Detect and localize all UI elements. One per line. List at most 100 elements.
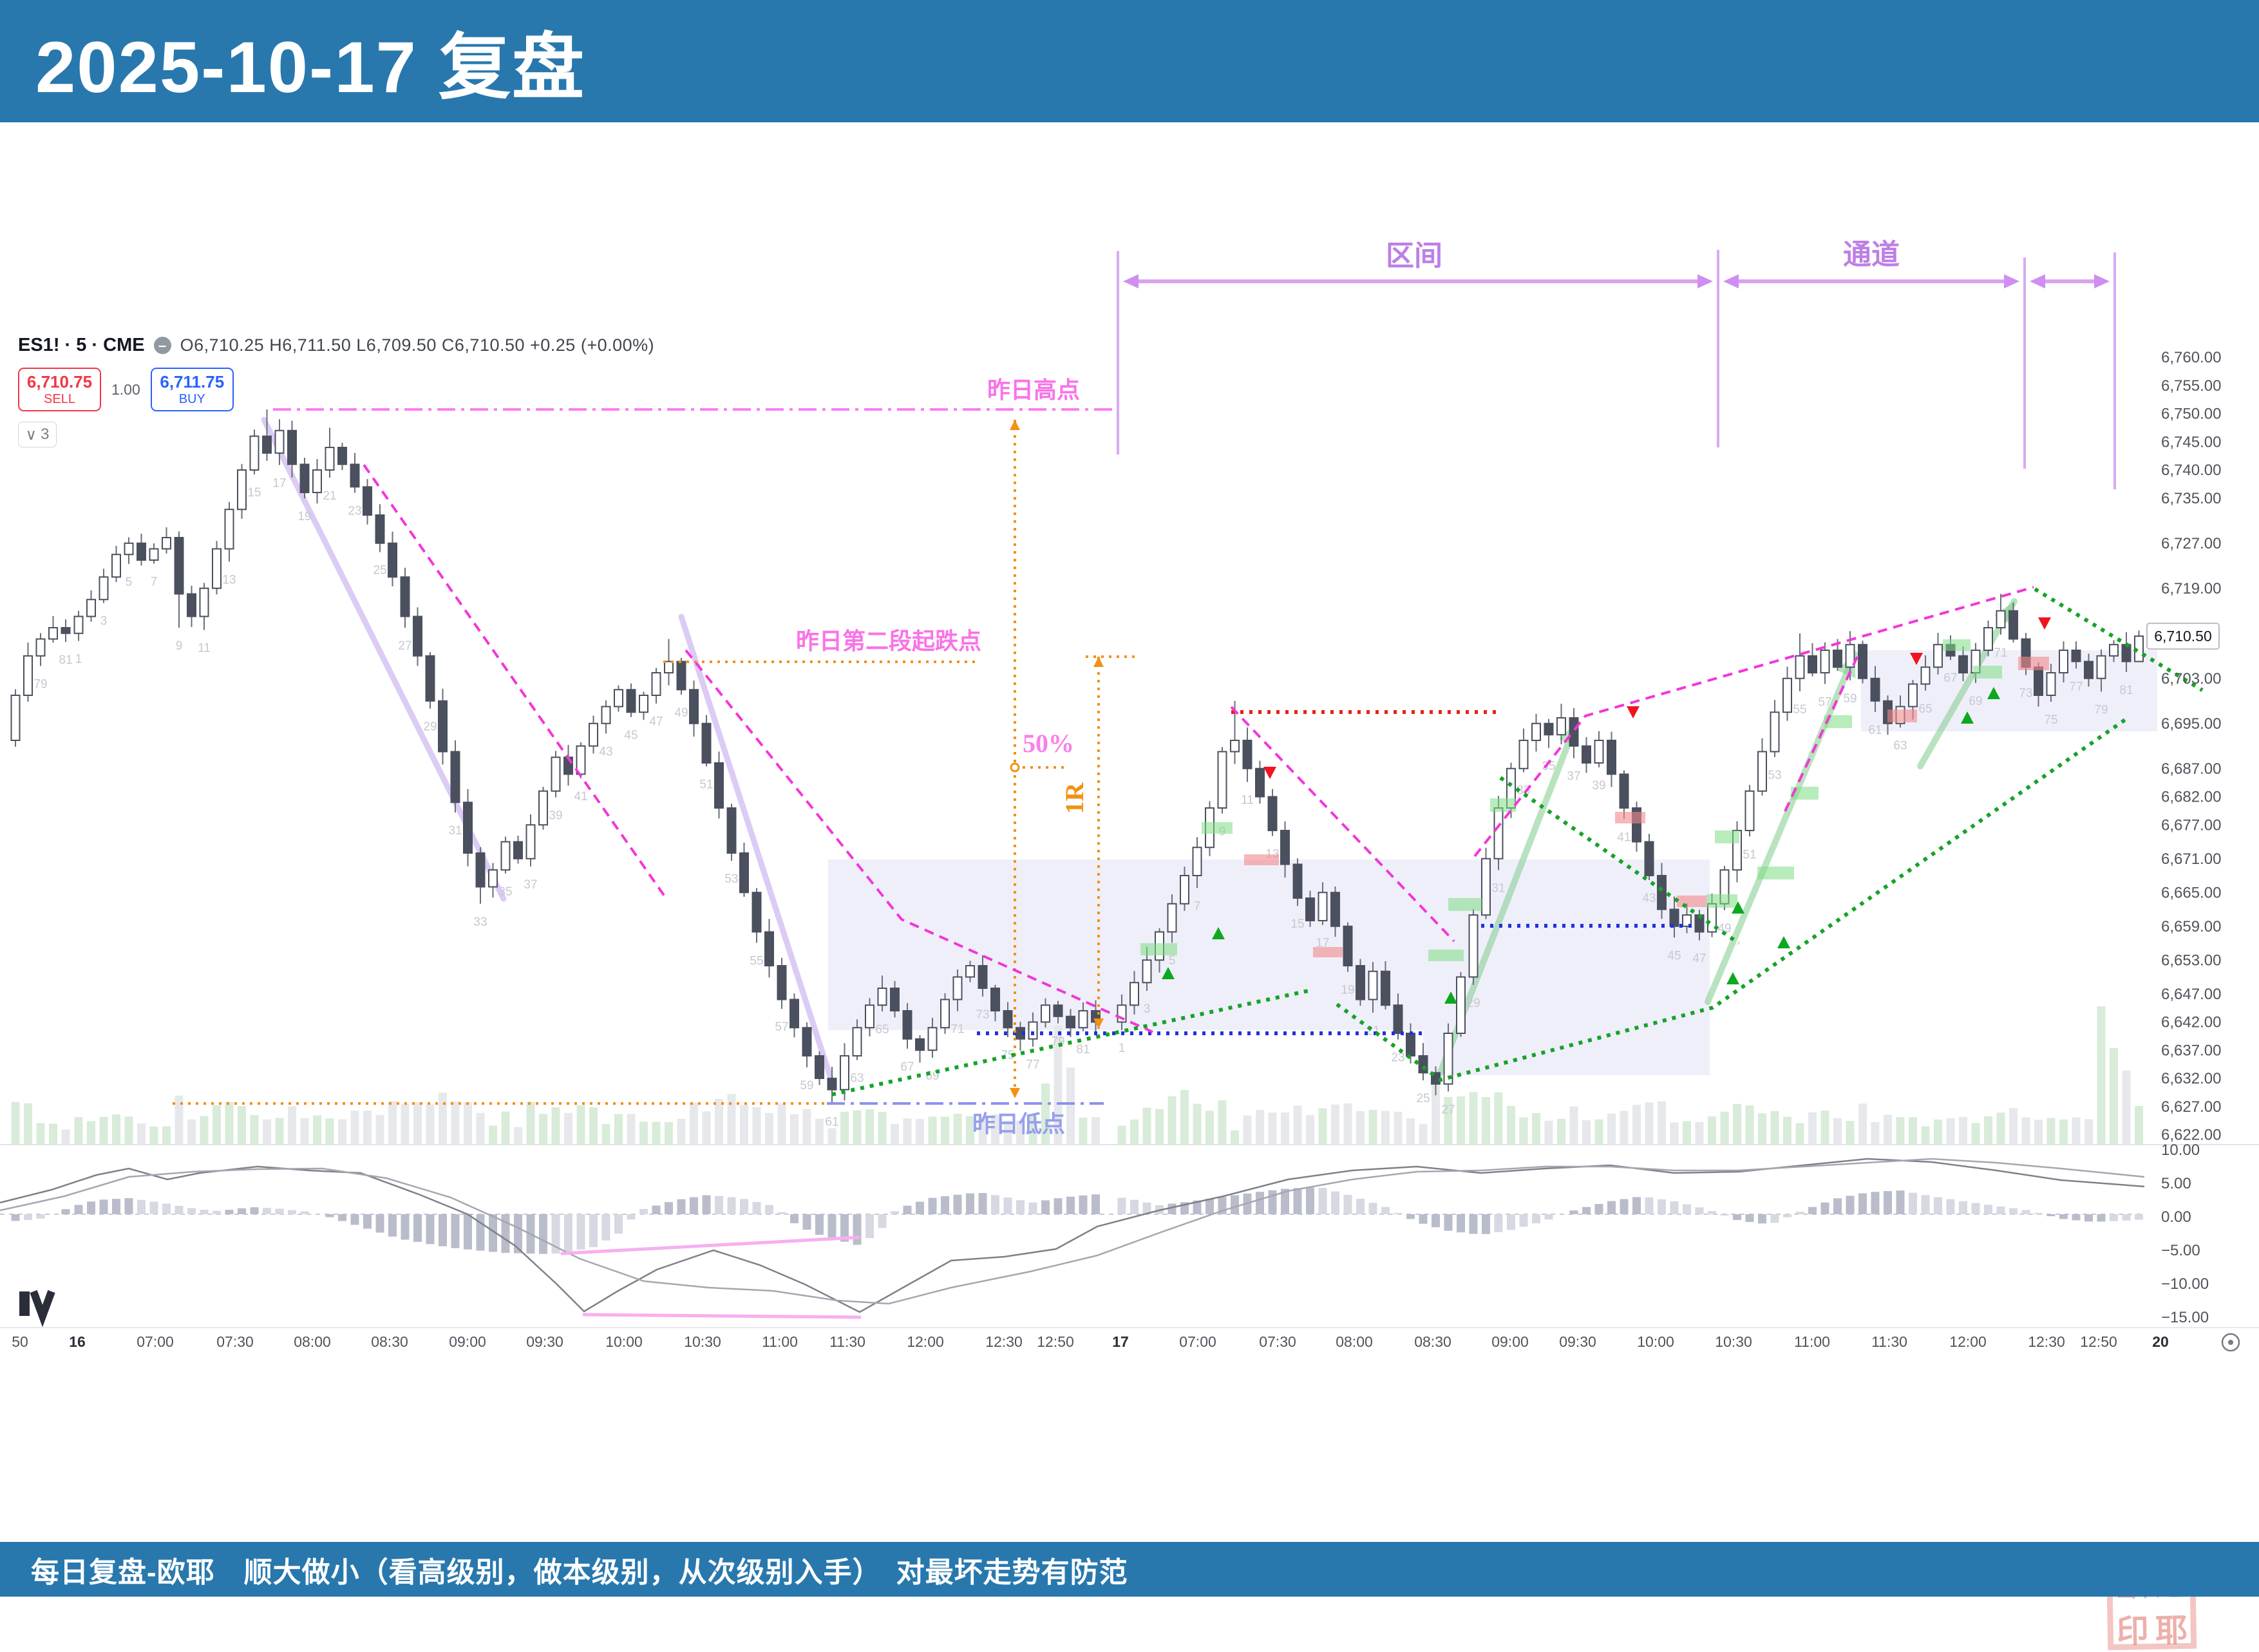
svg-text:6,760.00: 6,760.00 [2161, 349, 2221, 366]
svg-text:通道: 通道 [1843, 239, 1900, 270]
svg-text:11:30: 11:30 [829, 1333, 865, 1350]
svg-text:67: 67 [900, 1060, 914, 1074]
time-axis[interactable]: 50 16 07:00 07:30 08:00 08:30 09:00 09:30 10:00 1… [12, 1333, 2169, 1350]
svg-text:11: 11 [198, 641, 211, 655]
svg-text:17: 17 [272, 476, 286, 490]
footer-motto: 每日复盘-欧耶 顺大做小（看高级别，做本级别，从次级别入手） 对最坏走势有防范 [31, 1556, 1128, 1588]
svg-text:1: 1 [75, 653, 82, 666]
svg-text:53: 53 [1768, 769, 1781, 782]
clock-icon [2221, 1333, 2240, 1352]
svg-text:10.00: 10.00 [2161, 1141, 2200, 1159]
svg-text:−5.00: −5.00 [2161, 1242, 2200, 1259]
svg-text:77: 77 [2069, 680, 2083, 693]
ohlc-values: O6,710.25 H6,711.50 L6,709.50 C6,710.50 … [180, 335, 655, 355]
svg-text:08:00: 08:00 [1336, 1333, 1373, 1350]
svg-text:37: 37 [524, 878, 537, 892]
svg-text:6,735.00: 6,735.00 [2161, 490, 2221, 507]
svg-text:6,682.00: 6,682.00 [2161, 789, 2221, 806]
svg-text:63: 63 [1893, 739, 1907, 753]
svg-text:11:00: 11:00 [762, 1333, 798, 1350]
svg-text:75: 75 [2044, 713, 2057, 727]
svg-text:13: 13 [222, 573, 236, 587]
svg-text:49: 49 [1717, 922, 1731, 935]
svg-text:11:00: 11:00 [1794, 1333, 1830, 1350]
buy-button[interactable]: 6,711.75 BUY [150, 368, 234, 411]
svg-text:39: 39 [1592, 779, 1605, 793]
svg-text:15: 15 [1290, 917, 1304, 931]
svg-text:47: 47 [649, 715, 663, 729]
svg-text:6,750.00: 6,750.00 [2161, 406, 2221, 423]
svg-text:81: 81 [1076, 1043, 1090, 1056]
svg-text:50: 50 [12, 1333, 28, 1350]
svg-text:53: 53 [724, 872, 738, 886]
svg-text:6,727.00: 6,727.00 [2161, 535, 2221, 552]
svg-text:51: 51 [699, 778, 713, 791]
collapse-icon[interactable]: – [153, 337, 171, 354]
svg-text:10:00: 10:00 [1637, 1333, 1674, 1350]
svg-text:57: 57 [775, 1020, 788, 1034]
svg-text:6,740.00: 6,740.00 [2161, 462, 2221, 479]
buy-price: 6,711.75 [160, 372, 225, 392]
chart-area[interactable]: ES1! · 5 · CME – O6,710.25 H6,711.50 L6,… [0, 122, 2259, 1651]
symbol-title[interactable]: ES1! · 5 · CME [18, 335, 145, 355]
spread-value: 1.00 [111, 380, 140, 398]
svg-text:43: 43 [1642, 892, 1656, 905]
buy-label: BUY [178, 391, 205, 406]
signal-markers [1162, 617, 2051, 1004]
svg-text:31: 31 [448, 824, 462, 838]
svg-text:12:30: 12:30 [2028, 1333, 2065, 1350]
svg-text:27: 27 [398, 639, 411, 653]
svg-text:51: 51 [1743, 848, 1756, 861]
svg-text:45: 45 [624, 729, 638, 742]
svg-text:43: 43 [599, 745, 612, 758]
svg-text:77: 77 [1026, 1058, 1039, 1072]
price-axis[interactable]: 6,760.00 6,755.00 6,750.00 6,745.00 6,740.00… [2161, 349, 2221, 1326]
svg-text:23: 23 [1391, 1051, 1404, 1065]
svg-text:79: 79 [33, 677, 47, 691]
svg-text:6,703.00: 6,703.00 [2161, 670, 2221, 688]
svg-text:55: 55 [750, 954, 763, 968]
svg-text:29: 29 [1466, 997, 1480, 1010]
svg-text:27: 27 [1441, 1103, 1455, 1116]
candle-count-dropdown[interactable]: ∨ 3 [18, 422, 57, 447]
svg-text:10:00: 10:00 [605, 1333, 643, 1350]
svg-text:21: 21 [323, 489, 336, 503]
svg-text:6,653.00: 6,653.00 [2161, 952, 2221, 969]
range-divider-lines [1117, 250, 2116, 489]
svg-text:12:50: 12:50 [1037, 1333, 1074, 1350]
svg-text:73: 73 [976, 1008, 989, 1022]
svg-text:0.00: 0.00 [2161, 1208, 2191, 1226]
svg-text:19: 19 [298, 510, 311, 523]
svg-text:6,647.00: 6,647.00 [2161, 986, 2221, 1003]
svg-text:5: 5 [126, 576, 133, 589]
svg-text:29: 29 [423, 720, 437, 734]
svg-text:49: 49 [674, 706, 688, 720]
svg-text:07:30: 07:30 [216, 1333, 254, 1350]
svg-text:23: 23 [348, 504, 361, 518]
svg-text:7: 7 [151, 575, 158, 588]
sell-label: SELL [44, 391, 75, 406]
svg-text:69: 69 [1969, 695, 1982, 708]
header-bar: 2025-10-17 复盘 [0, 0, 2259, 122]
svg-text:16: 16 [69, 1333, 86, 1350]
sell-button[interactable]: 6,710.75 SELL [18, 368, 101, 411]
svg-text:12:00: 12:00 [907, 1333, 944, 1350]
svg-text:41: 41 [574, 790, 587, 803]
svg-text:昨日高点: 昨日高点 [987, 377, 1080, 403]
svg-text:−10.00: −10.00 [2161, 1275, 2209, 1293]
svg-text:6,671.00: 6,671.00 [2161, 850, 2221, 868]
svg-text:昨日第二段起跌点: 昨日第二段起跌点 [796, 628, 981, 654]
svg-text:09:00: 09:00 [449, 1333, 486, 1350]
svg-text:65: 65 [875, 1023, 889, 1037]
svg-text:6,719.00: 6,719.00 [2161, 580, 2221, 597]
svg-text:61: 61 [825, 1115, 838, 1129]
macd-histogram [11, 1187, 2143, 1254]
svg-text:09:30: 09:30 [526, 1333, 563, 1350]
svg-text:6,687.00: 6,687.00 [2161, 760, 2221, 778]
svg-text:6,659.00: 6,659.00 [2161, 918, 2221, 935]
svg-text:9: 9 [176, 639, 183, 653]
svg-text:63: 63 [850, 1072, 864, 1085]
